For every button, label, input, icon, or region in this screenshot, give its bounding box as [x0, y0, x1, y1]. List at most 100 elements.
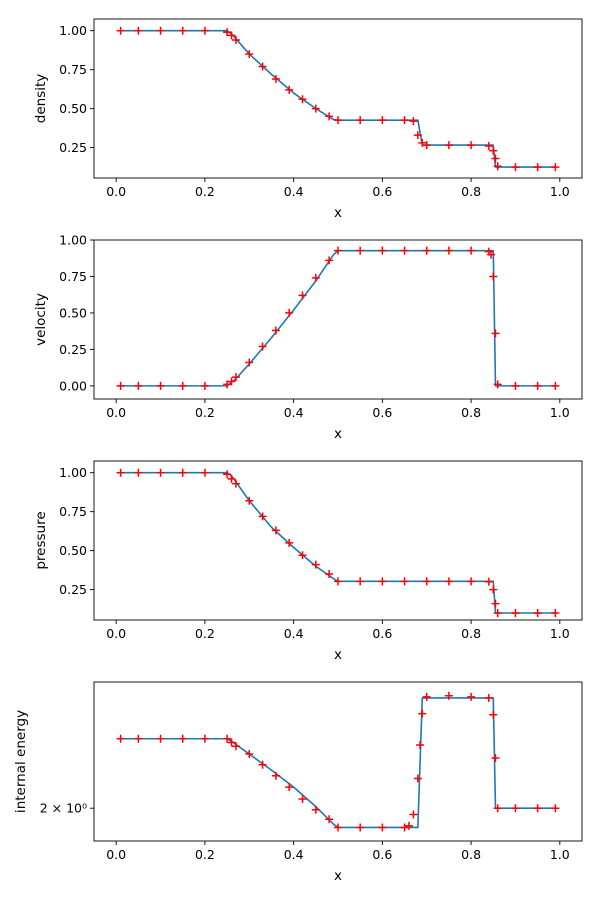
- data-point-marker: [467, 246, 476, 255]
- y-tick-label: 1.00: [59, 23, 87, 38]
- x-tick-label: 1.0: [550, 405, 570, 420]
- data-point-marker: [116, 26, 125, 35]
- series-markers: [116, 246, 560, 390]
- data-point-marker: [489, 272, 498, 281]
- data-point-marker: [325, 112, 334, 121]
- y-tick-label: 0.75: [59, 62, 87, 77]
- y-tick-label: 0.25: [59, 582, 87, 597]
- data-point-marker: [298, 291, 307, 300]
- data-point-marker: [484, 577, 493, 586]
- data-point-marker: [231, 373, 240, 382]
- data-point-marker: [356, 246, 365, 255]
- data-point-marker: [245, 50, 254, 59]
- axes-frame: [93, 681, 583, 842]
- x-tick-label: 0.2: [195, 184, 215, 199]
- y-axis-label: internal energy: [13, 710, 29, 813]
- x-axis-label: x: [334, 868, 342, 884]
- data-point-marker: [511, 381, 520, 390]
- data-point-marker: [491, 754, 500, 763]
- y-tick-label: 0.50: [59, 543, 87, 558]
- data-point-marker: [378, 116, 387, 125]
- plot-area: [94, 461, 582, 620]
- data-point-marker: [116, 381, 125, 390]
- data-point-marker: [200, 468, 209, 477]
- data-point-marker: [422, 692, 431, 701]
- data-point-marker: [511, 804, 520, 813]
- data-point-marker: [231, 36, 240, 45]
- data-point-marker: [156, 734, 165, 743]
- data-point-marker: [491, 599, 500, 608]
- data-point-marker: [178, 734, 187, 743]
- data-point-marker: [223, 734, 232, 743]
- data-point-marker: [491, 154, 500, 163]
- data-point-marker: [489, 146, 498, 155]
- data-point-marker: [489, 710, 498, 719]
- data-point-marker: [487, 250, 496, 259]
- data-point-marker: [413, 131, 422, 140]
- data-point-marker: [404, 821, 413, 830]
- series-markers: [116, 468, 560, 617]
- y-tick-label: 0.50: [59, 101, 87, 116]
- data-point-marker: [325, 256, 334, 265]
- x-tick-label: 1.0: [550, 626, 570, 641]
- x-tick-label: 0.4: [284, 405, 304, 420]
- y-tick-label: 0.25: [59, 342, 87, 357]
- plot-area: [94, 240, 582, 399]
- x-tick-label: 0.0: [106, 847, 126, 862]
- data-point-marker: [227, 474, 236, 483]
- axes-frame: [93, 460, 583, 621]
- data-point-marker: [467, 141, 476, 150]
- x-axis-label: x: [334, 647, 342, 663]
- x-tick-label: 0.0: [106, 405, 126, 420]
- y-axis-label: velocity: [33, 293, 49, 346]
- data-point-marker: [298, 795, 307, 804]
- data-point-marker: [227, 738, 236, 747]
- x-tick-label: 0.6: [372, 626, 392, 641]
- data-point-marker: [444, 141, 453, 150]
- data-point-marker: [245, 358, 254, 367]
- data-point-marker: [178, 381, 187, 390]
- data-point-marker: [134, 381, 143, 390]
- data-point-marker: [378, 823, 387, 832]
- y-tick-label: 0.75: [59, 504, 87, 519]
- data-point-marker: [334, 577, 342, 586]
- data-point-marker: [444, 246, 453, 255]
- data-point-marker: [467, 577, 476, 586]
- data-point-marker: [134, 734, 143, 743]
- data-point-marker: [271, 771, 280, 780]
- axes-frame: [93, 239, 583, 400]
- data-point-marker: [422, 246, 431, 255]
- data-point-marker: [200, 26, 209, 35]
- data-point-marker: [285, 538, 294, 547]
- data-point-marker: [271, 526, 280, 535]
- data-point-marker: [134, 468, 143, 477]
- x-tick-label: 0.0: [106, 184, 126, 199]
- series-line: [120, 29, 556, 168]
- plot-area: [94, 19, 582, 178]
- subplot-2: 0.0 0.2 0.4 0.6 0.8 1.0 0.00 0.25 0.50 0.75 1.00 x v…: [33, 233, 583, 442]
- y-tick-label: 0.00: [59, 378, 87, 393]
- data-point-marker: [227, 377, 236, 386]
- data-point-marker: [325, 815, 334, 824]
- axes-frame: [93, 18, 583, 179]
- data-point-marker: [227, 31, 236, 40]
- data-point-marker: [416, 741, 425, 750]
- data-point-marker: [200, 381, 209, 390]
- data-point-marker: [400, 823, 409, 832]
- data-point-marker: [311, 104, 320, 113]
- data-point-marker: [533, 608, 542, 617]
- data-point-marker: [285, 308, 294, 317]
- data-point-marker: [334, 116, 342, 125]
- data-point-marker: [493, 608, 502, 617]
- data-point-marker: [551, 804, 560, 813]
- data-point-marker: [258, 760, 267, 769]
- data-point-marker: [356, 823, 365, 832]
- data-point-marker: [116, 734, 125, 743]
- data-point-marker: [156, 381, 165, 390]
- x-tick-label: 0.4: [284, 626, 304, 641]
- data-point-marker: [551, 608, 560, 617]
- data-point-marker: [271, 326, 280, 335]
- data-point-marker: [489, 585, 498, 594]
- data-point-marker: [258, 342, 267, 351]
- data-point-marker: [378, 246, 387, 255]
